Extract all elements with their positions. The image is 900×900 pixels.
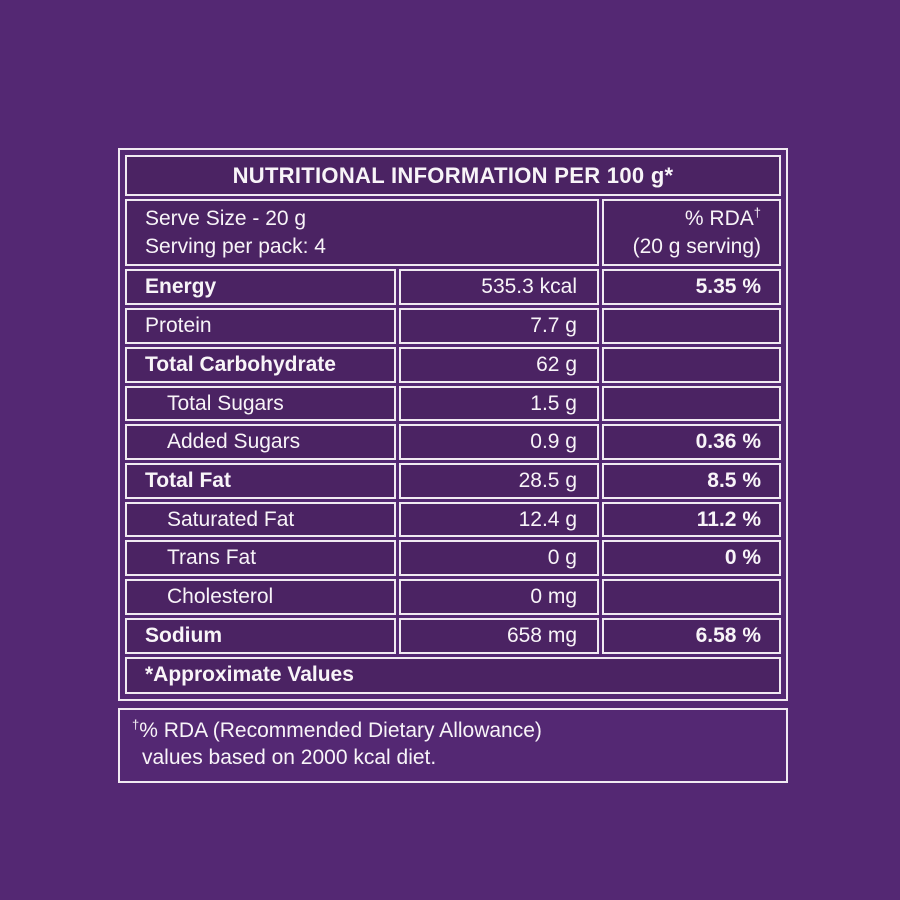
footnote-line2: values based on 2000 kcal diet. xyxy=(142,746,437,770)
table-row: Saturated Fat 12.4 g 11.2 % xyxy=(125,501,781,538)
rda-footnote: †% RDA (Recommended Dietary Allowance) v… xyxy=(118,707,788,784)
table-row: Total Fat 28.5 g 8.5 % xyxy=(125,463,781,499)
row-value: 0.9 g xyxy=(399,424,599,461)
row-value: 535.3 kcal xyxy=(399,269,599,306)
row-value: 28.5 g xyxy=(399,463,599,499)
row-label: Total Carbohydrate xyxy=(125,346,396,383)
table-row: Protein 7.7 g xyxy=(125,308,781,344)
title-row: NUTRITIONAL INFORMATION PER 100 g* xyxy=(125,155,781,196)
footnote-marker: † xyxy=(132,716,140,732)
row-value: 12.4 g xyxy=(399,501,599,538)
rda-header-cell: % RDA† (20 g serving) xyxy=(602,199,781,267)
table-row: Added Sugars 0.9 g 0.36 % xyxy=(125,424,781,461)
row-rda: 5.35 % xyxy=(602,269,781,306)
row-label: Total Sugars xyxy=(125,385,396,422)
row-rda: 6.58 % xyxy=(602,617,781,654)
rda-header-line1: % RDA† xyxy=(684,205,761,230)
row-label: Added Sugars xyxy=(125,424,396,461)
table-row: Total Carbohydrate 62 g xyxy=(125,346,781,383)
nutrition-table: NUTRITIONAL INFORMATION PER 100 g* Serve… xyxy=(118,148,788,701)
row-value: 0 g xyxy=(399,540,599,577)
row-value: 62 g xyxy=(399,346,599,383)
row-rda: 0 % xyxy=(602,540,781,577)
nutrition-label: NUTRITIONAL INFORMATION PER 100 g* Serve… xyxy=(118,148,788,784)
row-rda xyxy=(602,579,781,615)
row-label: Sodium xyxy=(125,617,396,654)
serve-size-line2: Serving per pack: 4 xyxy=(145,234,326,258)
rda-header-line2: (20 g serving) xyxy=(632,234,761,258)
table-row: Trans Fat 0 g 0 % xyxy=(125,540,781,577)
row-rda xyxy=(602,346,781,383)
table-row: Total Sugars 1.5 g xyxy=(125,385,781,422)
row-label: Energy xyxy=(125,269,396,306)
row-rda: 0.36 % xyxy=(602,424,781,461)
approx-values-note: *Approximate Values xyxy=(125,656,781,694)
footnote-line1: †% RDA (Recommended Dietary Allowance) xyxy=(132,716,542,742)
serve-size-line1: Serve Size - 20 g xyxy=(145,207,307,230)
table-row: Cholesterol 0 mg xyxy=(125,579,781,615)
row-label: Cholesterol xyxy=(125,579,396,615)
row-rda: 11.2 % xyxy=(602,501,781,538)
rda-footnote-marker: † xyxy=(753,205,761,220)
row-rda xyxy=(602,308,781,344)
row-rda: 8.5 % xyxy=(602,463,781,499)
table-title: NUTRITIONAL INFORMATION PER 100 g* xyxy=(125,155,781,196)
row-label: Saturated Fat xyxy=(125,501,396,538)
row-label: Protein xyxy=(125,308,396,344)
row-value: 658 mg xyxy=(399,617,599,654)
table-row: Sodium 658 mg 6.58 % xyxy=(125,617,781,654)
row-rda xyxy=(602,385,781,422)
row-value: 7.7 g xyxy=(399,308,599,344)
table-row: Energy 535.3 kcal 5.35 % xyxy=(125,269,781,306)
serve-size-cell: Serve Size - 20 g Serving per pack: 4 xyxy=(125,199,599,267)
header-row: Serve Size - 20 g Serving per pack: 4 % … xyxy=(125,199,781,267)
approx-values-row: *Approximate Values xyxy=(125,656,781,694)
row-label: Trans Fat xyxy=(125,540,396,577)
row-value: 1.5 g xyxy=(399,385,599,422)
row-value: 0 mg xyxy=(399,579,599,615)
row-label: Total Fat xyxy=(125,463,396,499)
